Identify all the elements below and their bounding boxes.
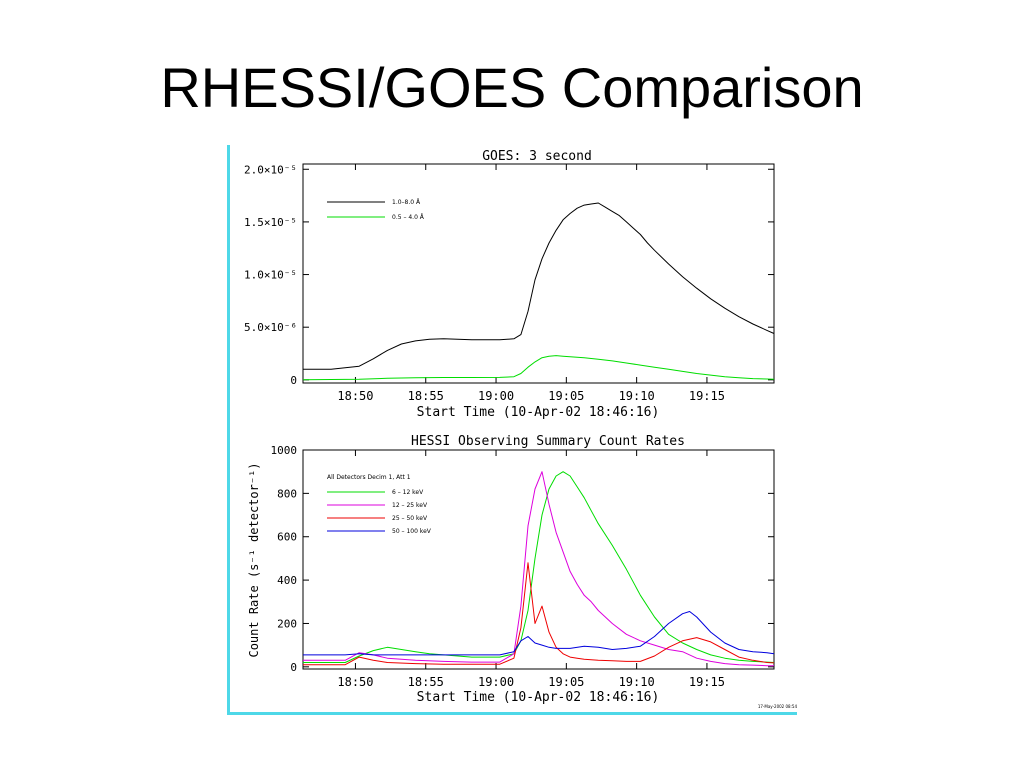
- hessi-chart-title: HESSI Observing Summary Count Rates: [411, 434, 685, 449]
- goes-chart-title: GOES: 3 second: [482, 149, 592, 164]
- hessi-legend-header: All Detectors Decim 1, Att 1: [327, 474, 411, 481]
- goes-x-axis-label: Start Time (10-Apr-02 18:46:16): [417, 405, 660, 420]
- hessi-series-line-0: [303, 471, 775, 663]
- hessi-legend: All Detectors Decim 1, Att 1 6 – 12 keV 12…: [327, 474, 432, 535]
- hessi-legend-label: 6 – 12 keV: [392, 489, 424, 496]
- hessi-series-line-1: [303, 471, 774, 667]
- hessi-legend-label: 12 – 25 keV: [392, 502, 428, 509]
- figure-frame-left: [227, 145, 230, 715]
- figure-svg: GOES: 3 second 0 5.0×10⁻⁶ 1.0×10⁻⁵ 1.5×10⁻⁵…: [244, 149, 797, 709]
- goes-plot-area: [302, 163, 775, 384]
- hessi-x-axis-label: Start Time (10-Apr-02 18:46:16): [417, 690, 660, 705]
- goes-series: [302, 202, 775, 381]
- hessi-series-line-3: [303, 611, 775, 656]
- hessi-y-axis-label: Count Rate (s⁻¹ detector⁻¹): [247, 462, 261, 657]
- hessi-series: [303, 471, 775, 667]
- figure-frame-bottom: [227, 712, 797, 715]
- goes-x-tick-label: 18:55: [408, 389, 444, 403]
- goes-legend-label: 0.5 – 4.0 Å: [392, 214, 425, 221]
- goes-y-tick-label: 2.0×10⁻⁵: [244, 163, 297, 176]
- hessi-y-axis: 0 200 400 600 800 1000: [271, 444, 774, 674]
- hessi-x-axis: 18:50 18:55 19:00 19:05 19:10 19:15: [337, 450, 725, 689]
- goes-legend-label: 1.0–8.0 Å: [392, 199, 421, 206]
- hessi-plot-area: [302, 449, 775, 670]
- goes-x-tick-label: 19:00: [478, 389, 514, 403]
- hessi-legend-label: 50 – 100 keV: [392, 528, 432, 535]
- hessi-x-tick-label: 19:10: [619, 675, 655, 689]
- hessi-y-tick-label: 800: [277, 487, 297, 500]
- hessi-x-tick-label: 19:05: [548, 675, 584, 689]
- goes-x-tick-label: 19:05: [548, 389, 584, 403]
- hessi-legend-label: 25 – 50 keV: [392, 515, 428, 522]
- goes-y-tick-label: 1.5×10⁻⁵: [244, 216, 297, 229]
- goes-y-tick-label: 5.0×10⁻⁶: [244, 321, 297, 334]
- slide-title: RHESSI/GOES Comparison: [160, 56, 864, 119]
- hessi-series-line-2: [303, 562, 775, 666]
- goes-x-tick-label: 19:15: [689, 389, 725, 403]
- hessi-x-tick-label: 18:55: [408, 675, 444, 689]
- goes-x-tick-label: 19:10: [619, 389, 655, 403]
- hessi-x-tick-label: 19:15: [689, 675, 725, 689]
- hessi-stamp: 17-May-2002 08:54: [758, 704, 798, 709]
- goes-y-axis: 0 5.0×10⁻⁶ 1.0×10⁻⁵ 1.5×10⁻⁵ 2.0×10⁻⁵: [244, 163, 774, 387]
- goes-y-tick-label: 1.0×10⁻⁵: [244, 269, 297, 282]
- figure: GOES: 3 second 0 5.0×10⁻⁶ 1.0×10⁻⁵ 1.5×10⁻⁵…: [222, 140, 802, 720]
- goes-x-tick-label: 18:50: [337, 389, 373, 403]
- goes-legend: 1.0–8.0 Å 0.5 – 4.0 Å: [327, 199, 425, 221]
- hessi-y-tick-label: 200: [277, 617, 297, 630]
- goes-chart: GOES: 3 second 0 5.0×10⁻⁶ 1.0×10⁻⁵ 1.5×10⁻⁵…: [244, 149, 775, 420]
- goes-series-line-0: [303, 202, 775, 370]
- hessi-x-tick-label: 19:00: [478, 675, 514, 689]
- goes-series-line-1: [302, 355, 775, 381]
- hessi-y-tick-label: 0: [290, 661, 297, 674]
- goes-y-tick-label: 0: [290, 374, 297, 387]
- hessi-x-tick-label: 18:50: [337, 675, 373, 689]
- goes-x-axis: 18:50 18:55 19:00 19:05 19:10 19:15: [337, 164, 725, 403]
- hessi-chart: HESSI Observing Summary Count Rates 0 200…: [247, 434, 797, 709]
- hessi-y-tick-label: 400: [277, 574, 297, 587]
- hessi-y-tick-label: 1000: [271, 444, 298, 457]
- hessi-y-tick-label: 600: [277, 531, 297, 544]
